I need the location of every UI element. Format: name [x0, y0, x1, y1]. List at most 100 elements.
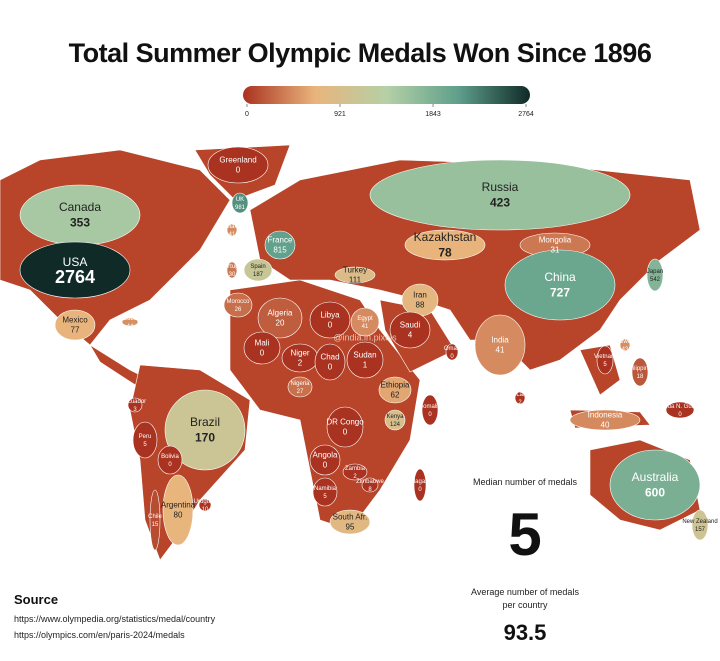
country-name: Australia — [632, 470, 679, 484]
country-value: 43 — [622, 347, 629, 353]
country-value: 2 — [518, 400, 522, 406]
country — [127, 397, 143, 413]
country — [504, 249, 616, 321]
country — [314, 343, 346, 381]
country — [474, 314, 526, 376]
country-value: 95 — [346, 523, 355, 532]
country-name: Japan — [647, 269, 663, 275]
country-value: 4 — [408, 331, 413, 340]
country-value: 111 — [349, 276, 362, 285]
country-value: 0 — [260, 349, 265, 358]
country-name: Turkey — [343, 265, 367, 274]
country-value: 40 — [601, 421, 610, 430]
country — [329, 509, 371, 535]
country-value: 0 — [168, 462, 172, 468]
country-value: 30 — [229, 272, 236, 278]
country-name: Sudan — [353, 350, 376, 359]
country-name: Oman — [444, 346, 460, 352]
legend-tick-label: 921 — [334, 111, 346, 118]
country — [619, 338, 631, 352]
country — [226, 223, 238, 237]
country-name: Portugal — [221, 264, 243, 270]
country — [342, 463, 368, 481]
country — [121, 317, 139, 327]
country — [264, 230, 296, 260]
country — [361, 477, 379, 493]
country-value: 31 — [551, 246, 560, 255]
country-value: 5 — [143, 442, 147, 448]
country-name: Mali — [255, 338, 270, 347]
country-value: 600 — [645, 486, 665, 500]
country — [445, 343, 459, 361]
country — [149, 489, 161, 551]
country-name: Argentina — [161, 500, 196, 509]
country — [54, 309, 96, 341]
legend-tick-label: 1843 — [425, 111, 441, 118]
country — [223, 292, 253, 318]
country — [350, 307, 380, 337]
country-value: 18 — [637, 374, 644, 380]
country-value: 0 — [428, 412, 432, 418]
legend: 0 921 1843 2764 — [243, 86, 534, 118]
country-value: 727 — [550, 286, 570, 300]
average-value: 93.5 — [503, 620, 547, 645]
country-name: UK — [236, 197, 244, 203]
country — [378, 376, 412, 404]
country-name: Zambia — [345, 466, 366, 472]
country — [164, 389, 246, 471]
country-name: Bolivia — [161, 454, 179, 460]
countries: Greenland0Canada353USA2764Mexico77Cuba44… — [19, 146, 718, 551]
legend-tick-label: 0 — [245, 111, 249, 118]
country-value: 124 — [390, 422, 401, 428]
country — [631, 357, 649, 387]
country — [207, 146, 269, 184]
watermark: @india.in.pixels — [333, 332, 397, 342]
legend-bar — [243, 86, 530, 104]
country — [646, 258, 664, 292]
country-value: 2 — [353, 474, 357, 480]
country — [157, 445, 183, 475]
country-name: Niger — [290, 348, 309, 357]
country-value: 2764 — [55, 267, 95, 287]
country-name: South Afr. — [333, 512, 368, 521]
country-name: Sri Lanka — [507, 392, 533, 398]
country — [326, 406, 364, 448]
country-value: 10 — [202, 507, 209, 513]
source-title: Source — [14, 592, 59, 607]
country — [231, 192, 249, 214]
country-value: 3 — [133, 407, 137, 413]
country-value: 62 — [391, 391, 400, 400]
country-name: New Zealand — [682, 519, 717, 525]
country — [596, 345, 614, 375]
north-america — [0, 149, 231, 346]
country-value: 41 — [496, 346, 505, 355]
country-name: Spain — [250, 264, 265, 270]
country-name: France — [268, 235, 293, 244]
country — [162, 474, 194, 546]
country-value: 157 — [695, 527, 706, 533]
country-name: Philippines — [625, 366, 654, 372]
country-value: 1 — [363, 361, 368, 370]
country-name: Libya — [320, 310, 340, 319]
country-value: 20 — [276, 319, 285, 328]
country-name: USA — [63, 255, 88, 269]
country-name: Angola — [313, 450, 338, 459]
country-name: Taiwan — [616, 339, 635, 345]
country-value: 0 — [418, 487, 422, 493]
country — [198, 498, 212, 512]
country — [369, 159, 631, 231]
median-label: Median number of medals — [472, 477, 578, 487]
country-name: Ireland — [223, 224, 241, 230]
country-name: Peru — [139, 434, 152, 440]
country-name: Greenland — [219, 155, 256, 164]
country — [132, 421, 158, 459]
country-name: Uruguay — [194, 499, 217, 505]
country-value: 542 — [650, 277, 661, 283]
country-value: 0 — [328, 321, 333, 330]
country — [384, 409, 406, 431]
country-value: 15 — [152, 522, 159, 528]
country-value: 8 — [368, 487, 372, 493]
country-name: Kazakhstan — [414, 230, 477, 244]
country — [413, 468, 427, 502]
